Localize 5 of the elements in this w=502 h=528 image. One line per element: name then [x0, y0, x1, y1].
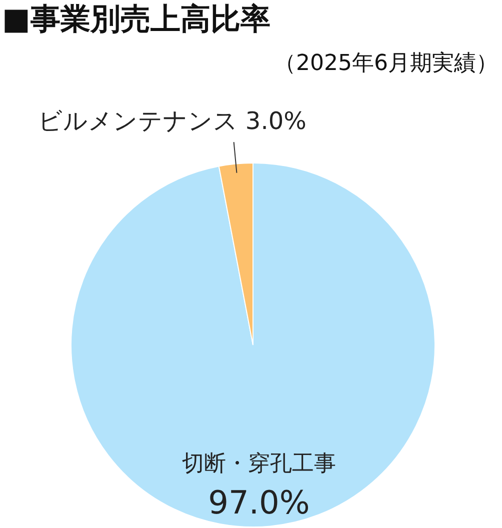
chart-subtitle: （2025年6月期実績）: [274, 51, 498, 76]
slice-label: ビルメンテナンス 3.0%: [38, 106, 306, 135]
slice-label: 切断・穿孔工事: [182, 451, 336, 476]
data-label: 97.0%: [208, 483, 310, 522]
chart-title: ■事業別売上高比率: [2, 2, 270, 37]
